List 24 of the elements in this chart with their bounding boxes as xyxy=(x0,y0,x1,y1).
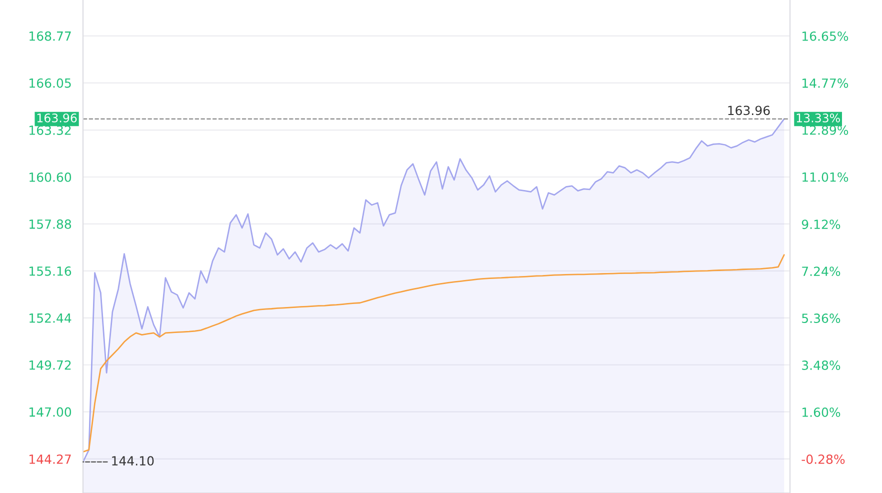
annotation: 144.10 xyxy=(112,456,154,466)
y2-tick-label: 11.01% xyxy=(802,172,848,182)
y-tick-label: 147.00 xyxy=(30,407,72,417)
ref-line-label: 163.96 xyxy=(728,106,770,116)
y-tick-label: 168.77 xyxy=(30,31,71,41)
y-tick-label: 160.60 xyxy=(30,172,72,182)
y-tick-label: 163.32 xyxy=(30,126,71,135)
text: 163.96 xyxy=(37,113,77,122)
y2-tick-label: 14.77% xyxy=(802,78,848,88)
y2-tick-label: 1.60% xyxy=(802,408,840,417)
y-tick-label: 144.27 xyxy=(30,454,71,464)
y-tick-label: 157.88 xyxy=(30,219,72,229)
text: 13.33% xyxy=(796,113,840,122)
y2-tick-label: 9.12% xyxy=(802,220,840,230)
y-tick-label: 152.44 xyxy=(30,313,72,323)
line-series xyxy=(83,254,785,453)
y2-tick-label: 5.36% xyxy=(802,314,840,324)
y-tick-label: 155.16 xyxy=(30,266,72,276)
y2-tick-label: 16.65% xyxy=(802,31,848,41)
y2-tick-label: 7.24% xyxy=(802,266,840,276)
y2-tick-label: -0.28% xyxy=(802,454,845,464)
y-tick-label: 166.05 xyxy=(30,78,71,88)
y-tick-label: 149.72 xyxy=(30,360,71,370)
y2-tick-label: 3.48% xyxy=(802,360,840,370)
